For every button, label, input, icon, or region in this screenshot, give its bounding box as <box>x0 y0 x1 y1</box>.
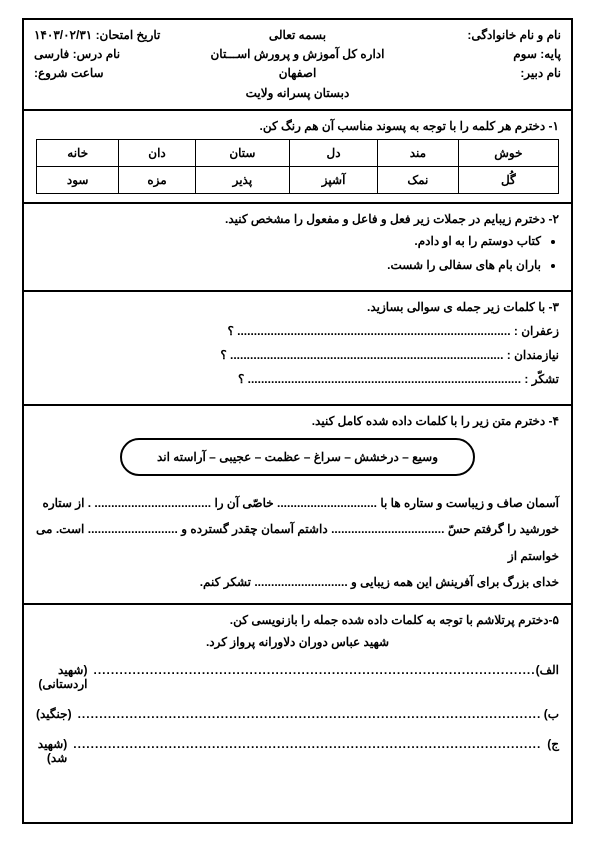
q2-list: کتاب دوستم را به او دادم. باران بام های … <box>54 234 541 272</box>
q3-item: زعفران : ...............................… <box>36 324 559 338</box>
date-value: ۱۴۰۳/۰۲/۳۱ <box>34 28 92 42</box>
cell: پذیر <box>195 166 290 193</box>
dots: ........................................… <box>94 663 536 677</box>
q3-item: تشکّر : ................................… <box>36 372 559 386</box>
grade-label: پایه: <box>540 47 561 61</box>
option-label: ب) <box>541 707 559 721</box>
q4-paragraph: آسمان صاف و زیباست و ستاره ها با .......… <box>36 490 559 596</box>
q3-label: نیازمندان : <box>507 348 559 362</box>
q3-title: ۳- با کلمات زیر جمله ی سوالی بسازید. <box>36 300 559 314</box>
question-1: ۱- دخترم هر کلمه را با توجه به پسوند منا… <box>24 111 571 204</box>
word-table: خوش مند دل ستان دان خانه گُل نمک آشپز پذ… <box>36 139 559 194</box>
q4-line: خدای بزرگ برای آفرینش این همه زیبایی و .… <box>36 569 559 595</box>
q4-line: خورشید را گرفتم حسّ ....................… <box>36 516 559 569</box>
bismillah: بسمه تعالی <box>210 26 386 45</box>
question-2: ۲- دخترم زیبایم در جملات زیر فعل و فاعل … <box>24 204 571 292</box>
q3-item: نیازمندان : ............................… <box>36 348 559 362</box>
q4-title: ۴- دخترم متن زیر را با کلمات داده شده کا… <box>36 414 559 428</box>
list-item: باران بام های سفالی را شست. <box>54 258 541 272</box>
header-right: نام و نام خانوادگی: پایه: سوم نام دبیر: <box>385 26 561 103</box>
dots: ........................................… <box>220 348 503 362</box>
cell: سود <box>37 166 119 193</box>
name-label: نام و نام خانوادگی: <box>467 28 561 42</box>
cell: مند <box>377 139 458 166</box>
q5-option: ب) .....................................… <box>36 707 559 721</box>
cell: ستان <box>195 139 290 166</box>
cell: خانه <box>37 139 119 166</box>
question-5: ۵-دخترم پرتلاشم با توجه به کلمات داده شد… <box>24 605 571 789</box>
q5-title: ۵-دخترم پرتلاشم با توجه به کلمات داده شد… <box>36 613 559 627</box>
word-box: وسیع – درخشش – سراغ – عظمت – عجیبی – آرا… <box>120 438 476 476</box>
cell: دان <box>119 139 195 166</box>
dots: ........................................… <box>238 372 521 386</box>
grade-value: سوم <box>513 47 537 61</box>
school-name: دبستان پسرانه ولایت <box>210 84 386 103</box>
date-label: تاریخ امتحان: <box>96 28 161 42</box>
list-item: کتاب دوستم را به او دادم. <box>54 234 541 248</box>
q5-option: الف) ...................................… <box>36 663 559 691</box>
option-hint: (جنگید) <box>36 707 72 721</box>
exam-sheet: نام و نام خانوادگی: پایه: سوم نام دبیر: … <box>22 18 573 824</box>
cell: دل <box>290 139 378 166</box>
option-hint: (شهید اردستانی) <box>36 663 88 691</box>
question-4: ۴- دخترم متن زیر را با کلمات داده شده کا… <box>24 406 571 606</box>
cell: گُل <box>458 166 558 193</box>
dots: ........................................… <box>78 707 542 721</box>
cell: آشپز <box>290 166 378 193</box>
org-name: اداره کل آموزش و پرورش اســـتان اصفهان <box>210 45 386 83</box>
dots: ........................................… <box>73 737 541 751</box>
cell: مزه <box>119 166 195 193</box>
q5-option: ج) .....................................… <box>36 737 559 765</box>
q2-title: ۲- دخترم زیبایم در جملات زیر فعل و فاعل … <box>36 212 559 226</box>
table-row: خوش مند دل ستان دان خانه <box>37 139 559 166</box>
q3-label: زعفران : <box>514 324 559 338</box>
option-hint: (شهید شد) <box>36 737 67 765</box>
option-label: ج) <box>541 737 559 751</box>
subject-label: نام درس: <box>73 47 121 61</box>
question-3: ۳- با کلمات زیر جمله ی سوالی بسازید. زعف… <box>24 292 571 406</box>
q5-sentence: شهید عباس دوران دلاورانه پرواز کرد. <box>36 635 559 649</box>
time-label: ساعت شروع: <box>34 66 104 80</box>
cell: خوش <box>458 139 558 166</box>
table-row: گُل نمک آشپز پذیر مزه سود <box>37 166 559 193</box>
q4-line: آسمان صاف و زیباست و ستاره ها با .......… <box>36 490 559 516</box>
teacher-label: نام دبیر: <box>520 66 561 80</box>
subject-value: فارسی <box>34 47 69 61</box>
dots: ........................................… <box>227 324 510 338</box>
cell: نمک <box>377 166 458 193</box>
header-left: تاریخ امتحان: ۱۴۰۳/۰۲/۳۱ نام درس: فارسی … <box>34 26 210 103</box>
q3-label: تشکّر : <box>524 372 559 386</box>
header: نام و نام خانوادگی: پایه: سوم نام دبیر: … <box>24 20 571 111</box>
header-center: بسمه تعالی اداره کل آموزش و پرورش اســـت… <box>210 26 386 103</box>
option-label: الف) <box>536 663 559 677</box>
q1-title: ۱- دخترم هر کلمه را با توجه به پسوند منا… <box>36 119 559 133</box>
